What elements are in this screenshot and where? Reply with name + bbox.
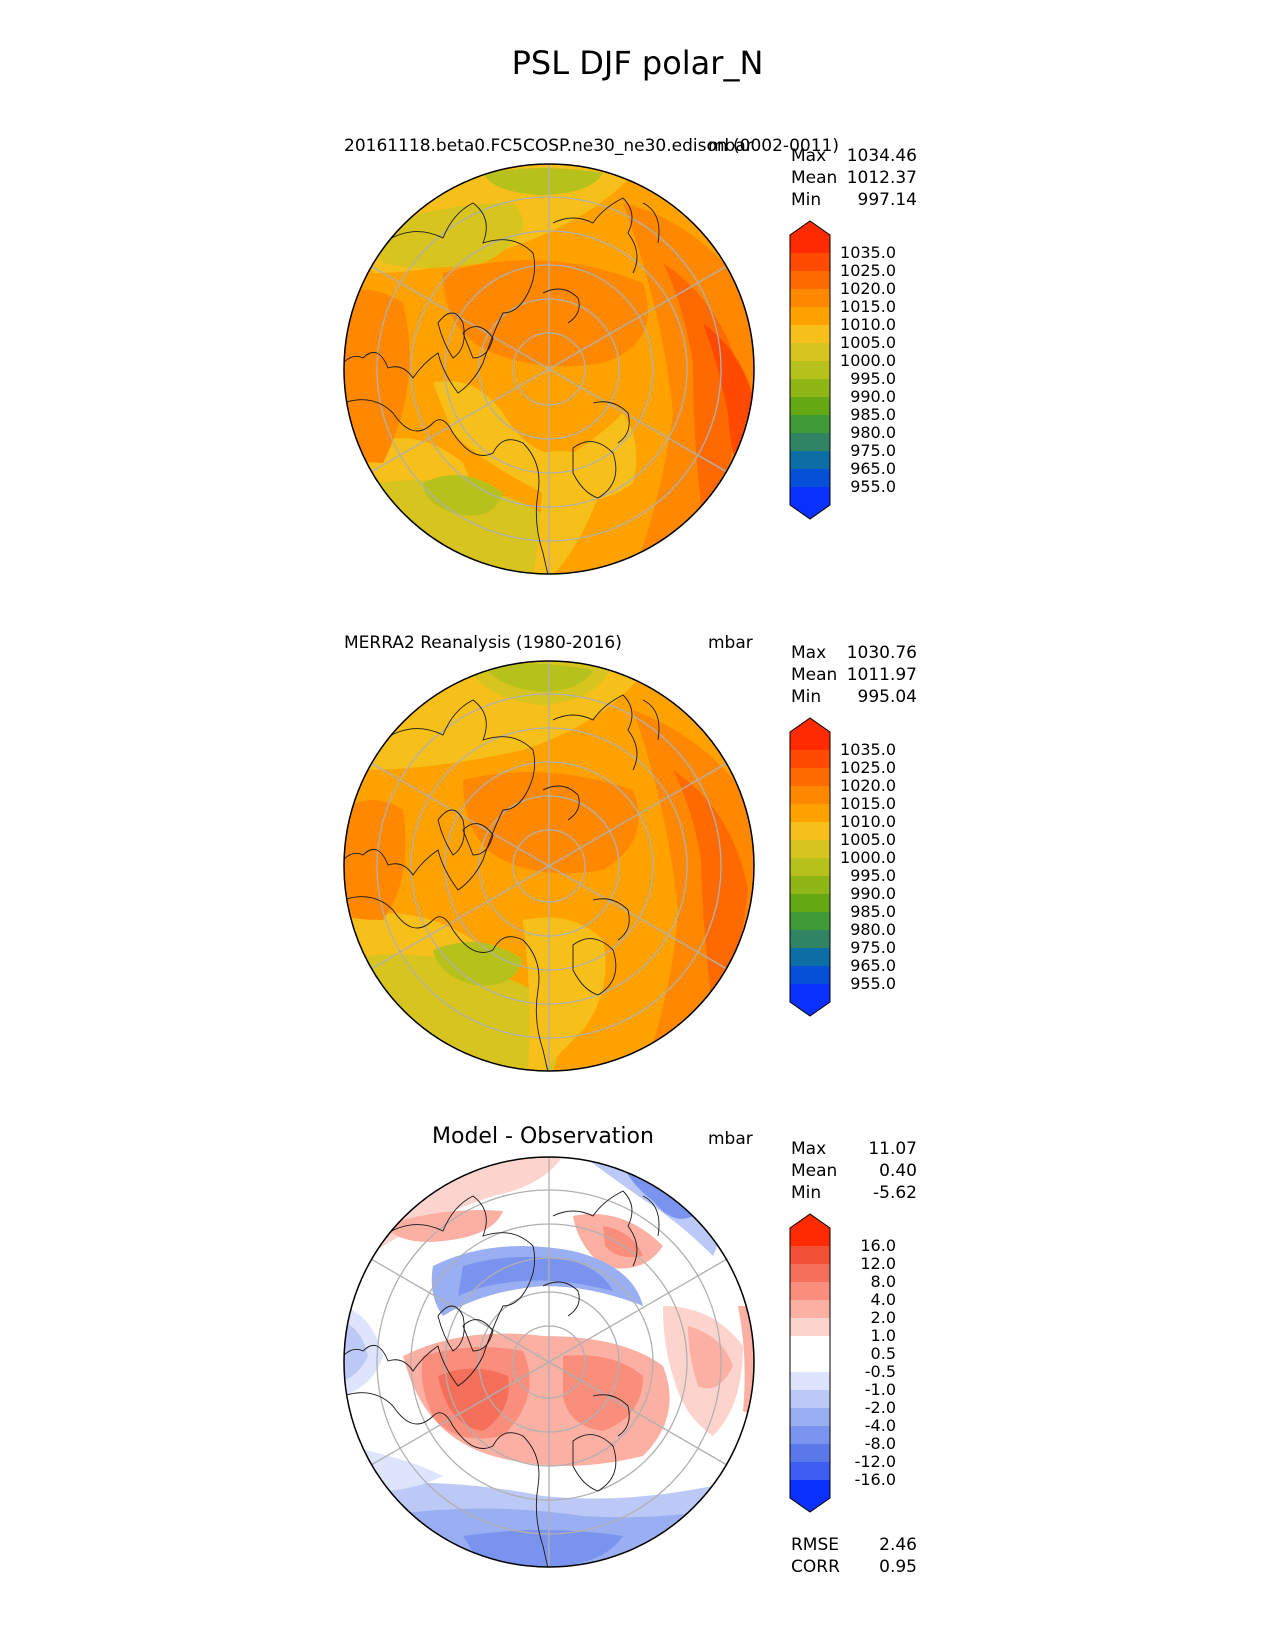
- panel3-mean-value: 0.40: [879, 1161, 917, 1181]
- panel1-cb-label: 1020.0: [840, 279, 896, 298]
- panel2-colorbar: [789, 717, 831, 1017]
- panel3-cb-label: -16.0: [854, 1470, 896, 1489]
- panel3-cb-label: -12.0: [854, 1452, 896, 1471]
- panel1-cb-label: 1000.0: [840, 351, 896, 370]
- panel1-polar-map: [343, 163, 755, 575]
- panel2-polar-map: [343, 660, 755, 1072]
- panel2-cb-label: 995.0: [850, 866, 896, 885]
- panel3-rmse-label: RMSE: [791, 1535, 840, 1555]
- panel3-title: Model - Observation: [432, 1124, 654, 1149]
- panel3-rmse-value: 2.46: [879, 1535, 917, 1555]
- panel2-cb-label: 980.0: [850, 920, 896, 939]
- panel3-cb-label: 4.0: [870, 1290, 896, 1309]
- panel2-cb-label: 975.0: [850, 938, 896, 957]
- panel2-min-label: Min: [791, 687, 822, 707]
- panel1-mean-value: 1012.37: [846, 168, 917, 188]
- panel3-cb-label: -1.0: [864, 1380, 896, 1399]
- panel1-mean-label: Mean: [791, 168, 838, 188]
- panel1-cb-label: 995.0: [850, 369, 896, 388]
- panel3-cb-label: -4.0: [864, 1416, 896, 1435]
- panel1-title: 20161118.beta0.FC5COSP.ne30_ne30.edison …: [344, 136, 839, 156]
- panel2-units: mbar: [708, 633, 753, 653]
- panel1-min-label: Min: [791, 190, 822, 210]
- panel1-cb-label: 1010.0: [840, 315, 896, 334]
- panel1-cb-label: 980.0: [850, 423, 896, 442]
- panel2-min-value: 995.04: [857, 687, 917, 707]
- panel3-cb-label: 8.0: [870, 1272, 896, 1291]
- panel1-cb-label: 1015.0: [840, 297, 896, 316]
- panel2-cb-label: 1010.0: [840, 812, 896, 831]
- panel1-min-value: 997.14: [857, 190, 917, 210]
- panel2-cb-label: 965.0: [850, 956, 896, 975]
- panel3-cb-label: 16.0: [860, 1236, 896, 1255]
- panel1-cb-label: 990.0: [850, 387, 896, 406]
- panel3-max-value: 11.07: [868, 1139, 917, 1159]
- page-title: PSL DJF polar_N: [511, 44, 764, 82]
- panel3-cb-label: 2.0: [870, 1308, 896, 1327]
- panel2-title: MERRA2 Reanalysis (1980-2016): [344, 633, 622, 653]
- panel3-cb-label: 0.5: [870, 1344, 896, 1363]
- panel1-units: mbar: [708, 136, 753, 156]
- panel2-cb-label: 1020.0: [840, 776, 896, 795]
- panel3-min-value: -5.62: [873, 1183, 917, 1203]
- panel2-cb-label: 985.0: [850, 902, 896, 921]
- panel3-cb-label: -0.5: [864, 1362, 896, 1381]
- panel1-cb-label: 985.0: [850, 405, 896, 424]
- panel2-max-value: 1030.76: [846, 643, 917, 663]
- panel2-cb-label: 1035.0: [840, 740, 896, 759]
- panel1-cb-label: 1005.0: [840, 333, 896, 352]
- panel1-cb-label: 1025.0: [840, 261, 896, 280]
- panel3-mean-label: Mean: [791, 1161, 838, 1181]
- panel2-cb-label: 1025.0: [840, 758, 896, 777]
- panel3-cb-label: -2.0: [864, 1398, 896, 1417]
- panel2-cb-label: 990.0: [850, 884, 896, 903]
- panel3-corr-value: 0.95: [879, 1557, 917, 1577]
- panel3-units: mbar: [708, 1129, 753, 1149]
- panel1-cb-label: 1035.0: [840, 243, 896, 262]
- panel3-max-label: Max: [791, 1139, 827, 1159]
- panel3-colorbar: [789, 1213, 831, 1513]
- panel1-cb-label: 955.0: [850, 477, 896, 496]
- panel3-cb-label: 1.0: [870, 1326, 896, 1345]
- panel2-mean-label: Mean: [791, 665, 838, 685]
- panel2-cb-label: 1005.0: [840, 830, 896, 849]
- panel1-cb-label: 975.0: [850, 441, 896, 460]
- panel1-max-value: 1034.46: [846, 146, 917, 166]
- panel2-cb-label: 1000.0: [840, 848, 896, 867]
- panel3-min-label: Min: [791, 1183, 822, 1203]
- panel3-polar-map: [343, 1156, 755, 1568]
- panel1-max-label: Max: [791, 146, 827, 166]
- panel2-max-label: Max: [791, 643, 827, 663]
- panel1-cb-label: 965.0: [850, 459, 896, 478]
- panel2-cb-label: 955.0: [850, 974, 896, 993]
- panel3-corr-label: CORR: [791, 1557, 840, 1577]
- panel3-cb-label: 12.0: [860, 1254, 896, 1273]
- panel2-mean-value: 1011.97: [846, 665, 917, 685]
- panel3-cb-label: -8.0: [864, 1434, 896, 1453]
- panel2-cb-label: 1015.0: [840, 794, 896, 813]
- panel1-colorbar: [789, 220, 831, 520]
